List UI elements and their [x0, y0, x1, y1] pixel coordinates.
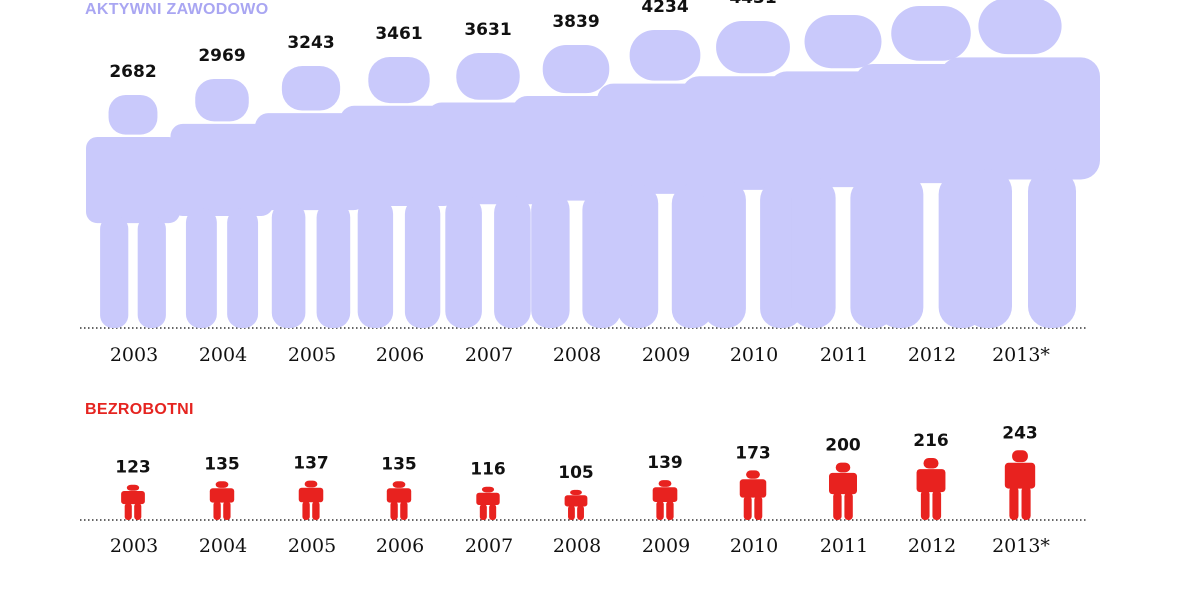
value-label: 3461	[375, 24, 422, 44]
person-icon	[829, 462, 857, 520]
value-label: 4431	[729, 0, 776, 8]
value-label: 4617	[819, 0, 866, 2]
person-icon	[652, 480, 678, 520]
value-label: 3839	[552, 12, 599, 32]
value-label: 173	[735, 443, 771, 463]
person-icon	[170, 79, 274, 328]
year-label: 2005	[288, 535, 336, 557]
year-label: 2008	[553, 344, 601, 366]
year-label: 2003	[110, 535, 158, 557]
person-icon	[916, 458, 946, 520]
year-label: 2009	[642, 344, 690, 366]
active-chart: 2682 2003 2969 2004 3243 2005 3461 2006 3631 2007…	[80, 0, 1100, 366]
year-label: 2008	[553, 535, 601, 557]
person-icon	[1004, 450, 1036, 520]
person-icon	[940, 0, 1100, 328]
value-label: 216	[913, 431, 949, 451]
chart-title-unemployed: BEZROBOTNI	[85, 401, 194, 418]
person-icon	[476, 486, 500, 520]
value-label: 123	[115, 458, 151, 478]
year-label: 2010	[730, 344, 778, 366]
year-label: 2009	[642, 535, 690, 557]
year-label: 2006	[376, 535, 424, 557]
year-label: 2010	[730, 535, 778, 557]
year-label: 2013*	[992, 535, 1050, 557]
year-label: 2003	[110, 344, 158, 366]
year-label: 2006	[376, 344, 424, 366]
person-icon	[255, 66, 367, 328]
year-label: 2004	[199, 535, 247, 557]
value-label: 243	[1002, 423, 1038, 443]
value-label: 139	[647, 453, 683, 473]
year-label: 2007	[465, 344, 513, 366]
value-label: 3631	[464, 20, 511, 40]
person-icon	[86, 95, 180, 328]
person-icon	[564, 489, 588, 520]
person-icon	[209, 481, 235, 520]
person-icon	[121, 484, 145, 520]
value-label: 3243	[287, 33, 334, 53]
value-label: 135	[381, 454, 417, 474]
value-label: 137	[293, 454, 329, 474]
year-label: 2012	[908, 344, 956, 366]
chart-title-active: AKTYWNI ZAWODOWO	[85, 1, 269, 18]
value-label: 135	[204, 454, 240, 474]
year-label: 2012	[908, 535, 956, 557]
value-label: 116	[470, 460, 506, 480]
value-label: 2682	[109, 62, 156, 82]
year-label: 2011	[820, 344, 868, 366]
value-label: 200	[825, 436, 861, 456]
year-label: 2013*	[992, 344, 1050, 366]
value-label: 105	[558, 463, 594, 483]
year-label: 2005	[288, 344, 336, 366]
person-icon	[739, 470, 767, 520]
year-label: 2011	[820, 535, 868, 557]
value-label: 2969	[198, 46, 245, 66]
unemployed-chart: 123 2003 135 2004 137 2005 135 2006 116 2007 105 20…	[80, 423, 1088, 557]
value-label: 4234	[641, 0, 688, 17]
person-icon	[386, 481, 412, 520]
year-label: 2007	[465, 535, 513, 557]
person-icon	[298, 480, 324, 520]
year-label: 2004	[199, 344, 247, 366]
